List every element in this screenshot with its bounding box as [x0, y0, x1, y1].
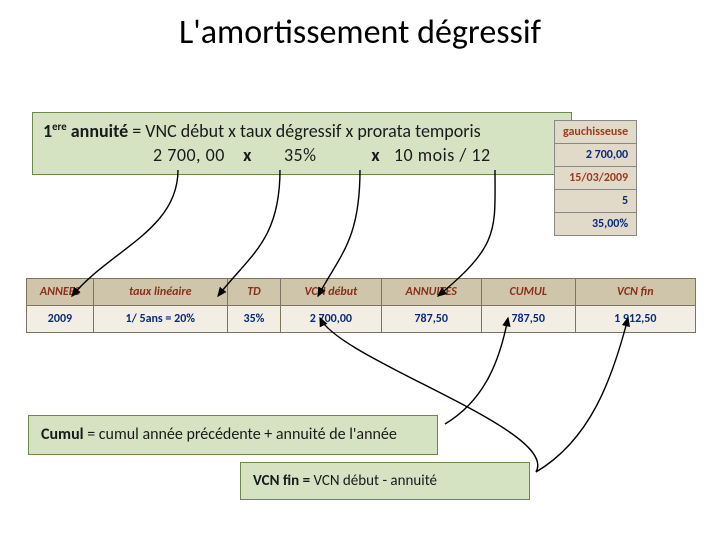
col-header: VCN fin [575, 279, 695, 306]
col-header: taux linéaire [93, 279, 227, 306]
side-cell: 5 [555, 190, 637, 213]
col-header: CUMUL [481, 279, 575, 306]
arrow [445, 318, 508, 424]
col-header: ANNUITES [381, 279, 481, 306]
table-cell: 2009 [27, 306, 94, 333]
table-cell: 787,50 [381, 306, 481, 333]
side-cell: gauchisseuse [555, 121, 637, 144]
table-cell: 35% [227, 306, 281, 333]
table-cell: 787,50 [481, 306, 575, 333]
side-table: gauchisseuse2 700,0015/03/2009535,00% [554, 120, 637, 236]
arrows-layer [0, 0, 720, 540]
table-cell: 1/ 5ans = 20% [93, 306, 227, 333]
formula-cumul: Cumul = cumul année précédente + annuité… [28, 415, 438, 455]
formula-annuite: 1ere annuité = VNC début x taux dégressi… [32, 112, 572, 175]
col-header: ANNEES [27, 279, 94, 306]
page-title: L'amortissement dégressif [0, 12, 720, 53]
col-header: TD [227, 279, 281, 306]
side-cell: 2 700,00 [555, 144, 637, 167]
formula-vcn-fin: VCN fin = VCN début - annuité [240, 462, 530, 500]
col-header: VCN début [281, 279, 381, 306]
arrow [536, 318, 628, 472]
table-cell: 2 700,00 [281, 306, 381, 333]
amortissement-table: ANNEEStaux linéaireTDVCN débutANNUITESCU… [26, 278, 696, 333]
table-cell: 1 912,50 [575, 306, 695, 333]
side-cell: 35,00% [555, 213, 637, 236]
side-cell: 15/03/2009 [555, 167, 637, 190]
